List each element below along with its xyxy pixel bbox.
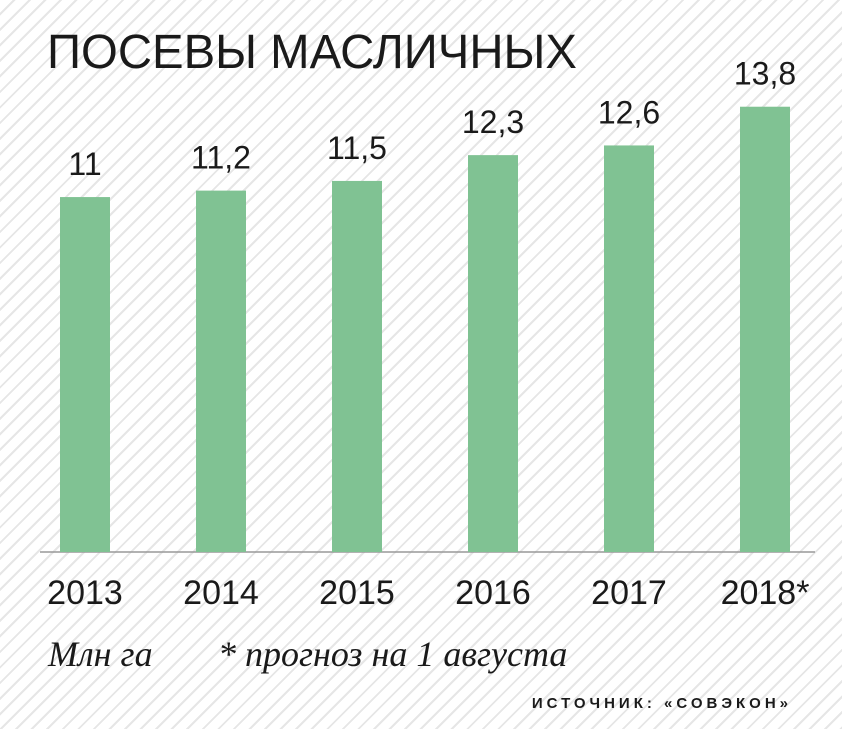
bar [196, 190, 246, 552]
value-label: 11,2 [191, 140, 251, 176]
bar [740, 106, 790, 552]
x-tick-label: 2013 [47, 574, 123, 612]
value-label: 11 [68, 146, 101, 182]
bar [468, 155, 518, 552]
source: ИСТОЧНИК: «СОВЭКОН» [532, 695, 792, 712]
unit-label: Млн га [47, 634, 153, 674]
x-tick-label: 2014 [183, 574, 259, 612]
x-tick-label: 2018* [721, 574, 810, 612]
chart-title: ПОСЕВЫ МАСЛИЧНЫХ [47, 26, 577, 79]
bar [332, 180, 382, 552]
x-tick-label: 2016 [455, 574, 531, 612]
value-label: 11,5 [327, 130, 387, 166]
bar [604, 145, 654, 552]
x-tick-label: 2015 [319, 574, 395, 612]
footnote: * прогноз на 1 августа [218, 634, 567, 674]
value-label: 12,6 [598, 94, 660, 130]
x-tick-label: 2017 [591, 574, 667, 612]
bar [60, 197, 110, 553]
value-label: 13,8 [734, 56, 796, 92]
value-label: 12,3 [462, 104, 524, 140]
